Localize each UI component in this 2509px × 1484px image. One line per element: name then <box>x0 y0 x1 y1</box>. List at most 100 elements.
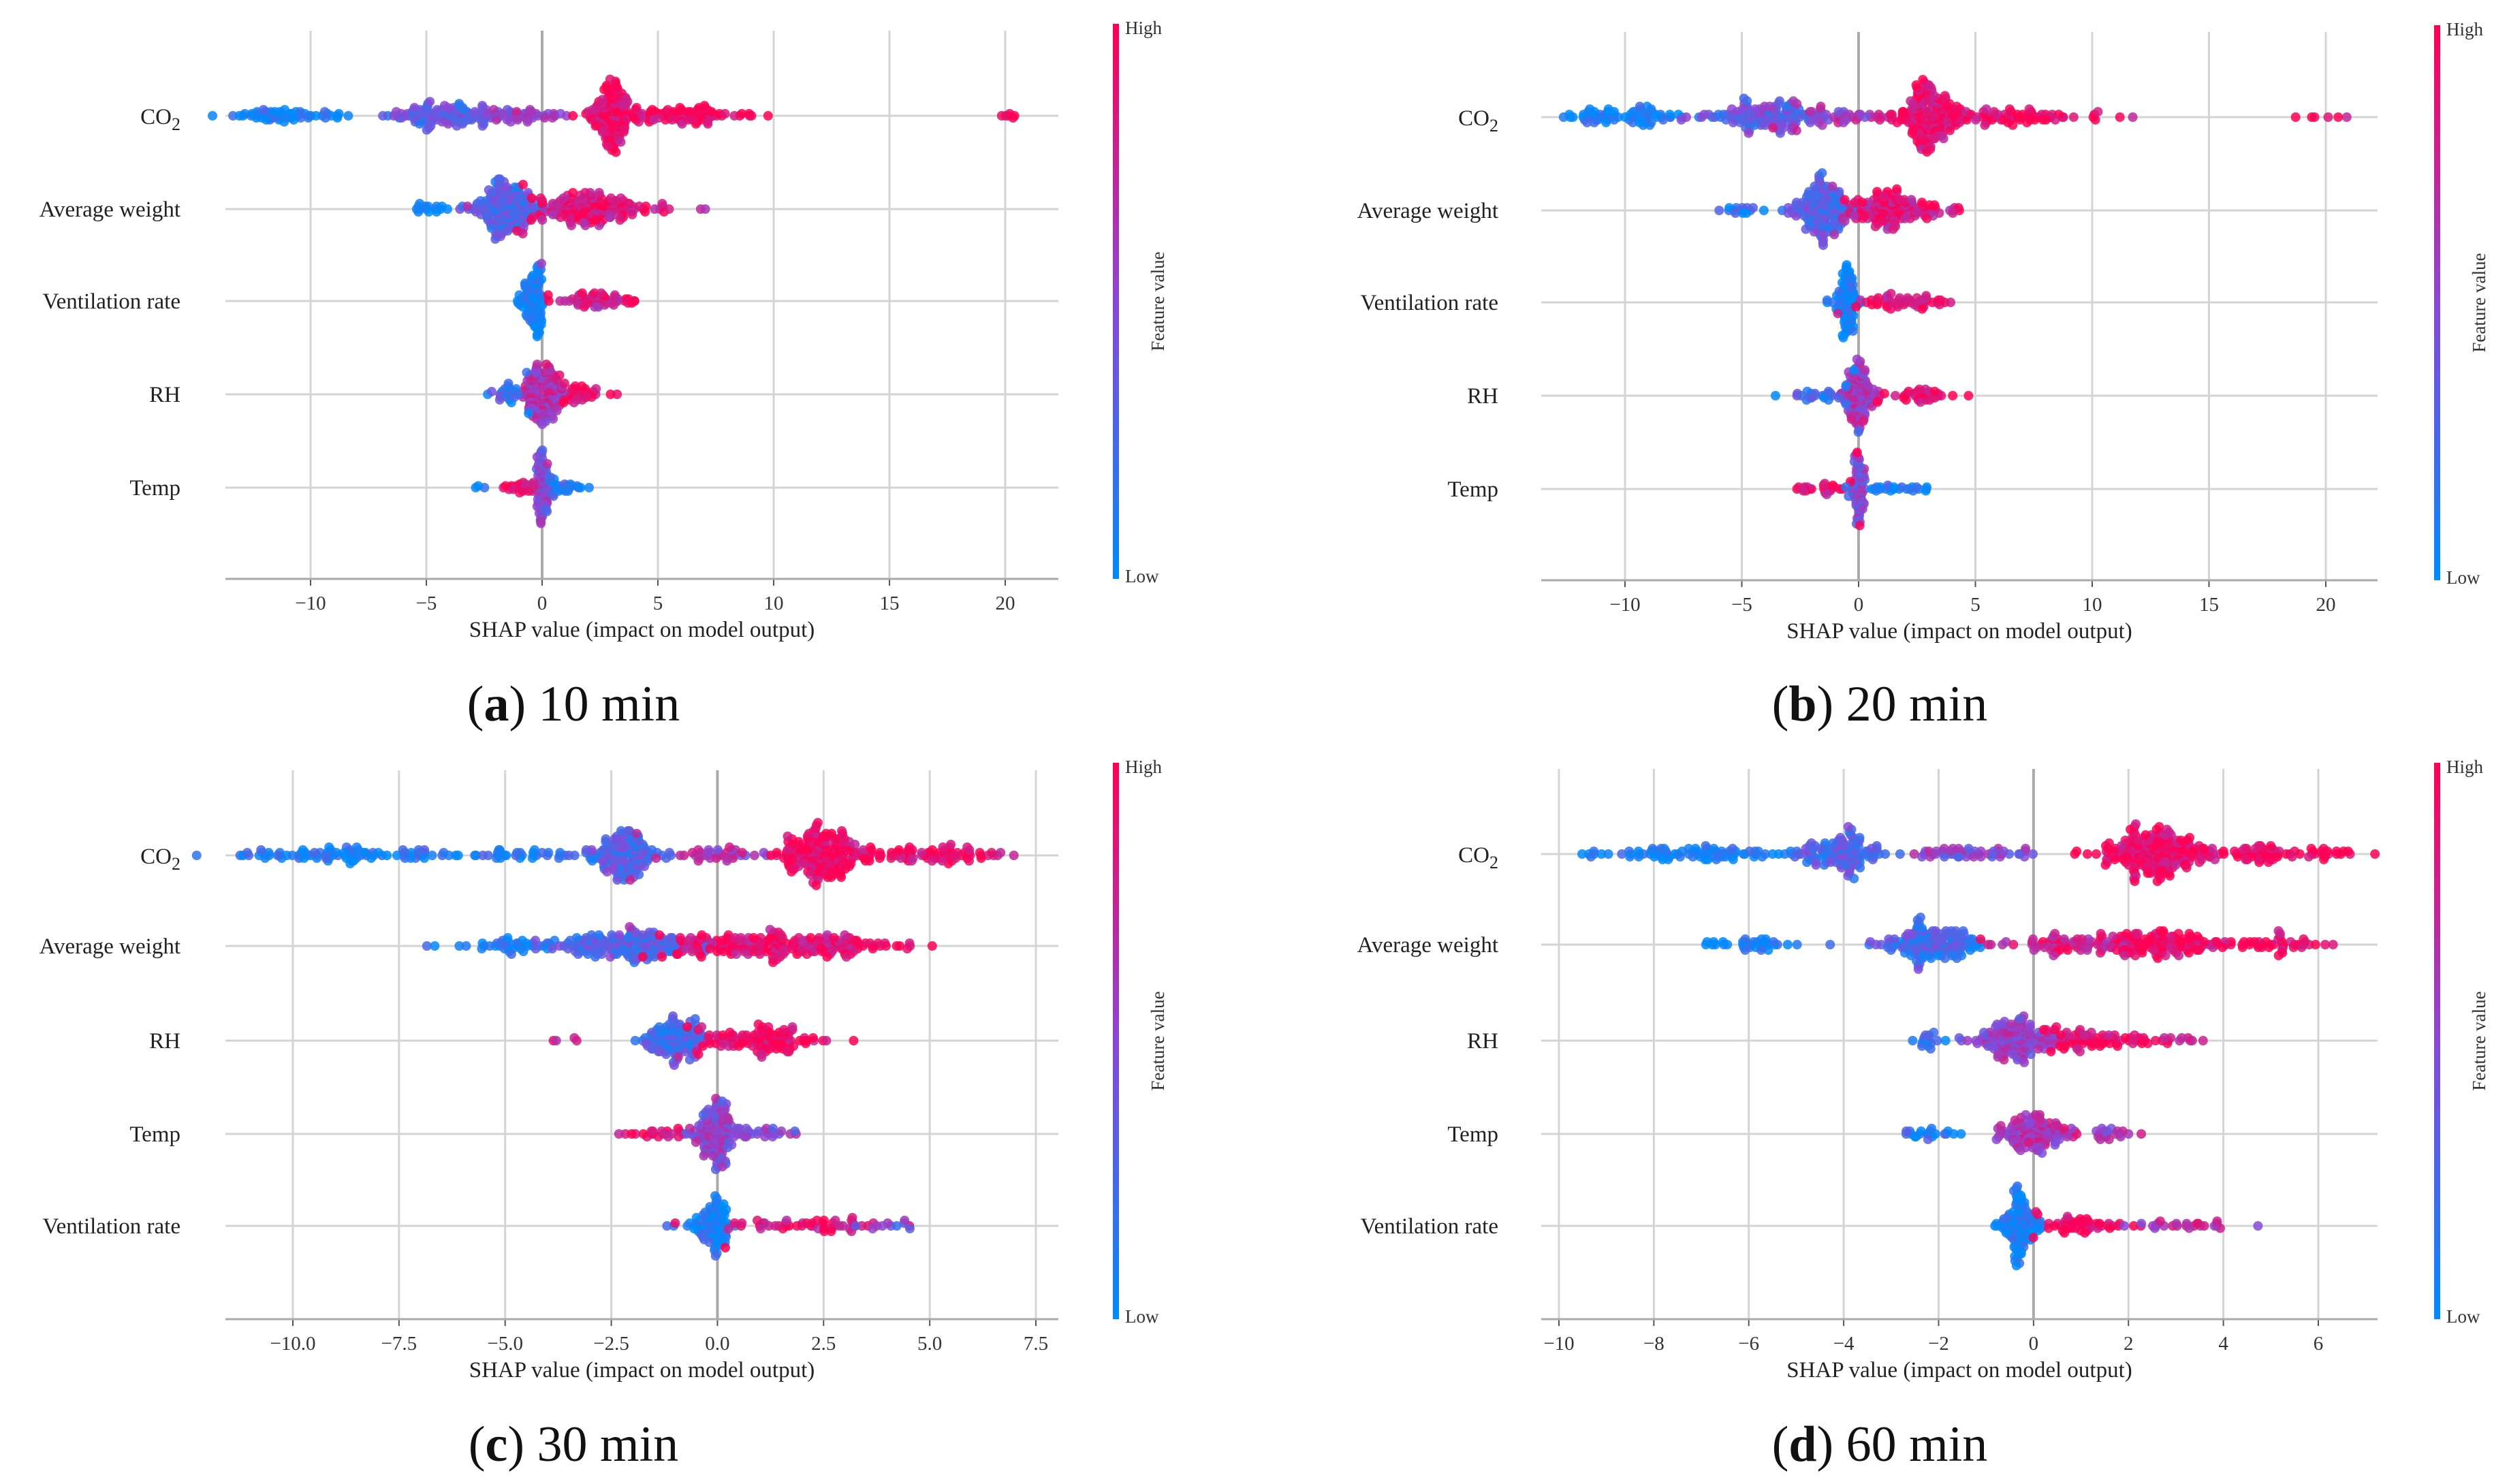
data-point <box>2299 934 2309 944</box>
data-point <box>1791 210 1801 221</box>
data-point <box>1849 874 1859 883</box>
data-point <box>2059 934 2069 944</box>
beeswarm-row <box>471 445 594 528</box>
data-point <box>805 870 815 879</box>
data-point <box>629 113 640 123</box>
data-point <box>486 387 496 396</box>
data-point <box>800 859 810 868</box>
data-point <box>494 395 505 405</box>
data-point <box>1980 120 1990 130</box>
data-point <box>584 483 594 492</box>
caption-letter: a <box>484 676 509 732</box>
caption-letter: b <box>1788 676 1816 732</box>
data-point <box>2050 929 2060 938</box>
data-point <box>563 486 573 496</box>
data-point <box>332 113 343 123</box>
data-point <box>710 1191 720 1201</box>
data-point <box>1965 945 1975 955</box>
data-point <box>1918 75 1928 84</box>
data-point <box>509 392 520 402</box>
data-point <box>1833 393 1844 403</box>
panel-caption: (c) 30 min <box>469 1417 678 1472</box>
data-point <box>720 109 730 119</box>
data-point <box>2322 847 2333 856</box>
data-point <box>1976 852 1986 862</box>
data-point <box>684 1055 695 1064</box>
data-point <box>501 481 511 491</box>
data-point <box>1853 427 1863 437</box>
data-point <box>1891 391 1900 400</box>
data-point <box>522 312 533 322</box>
data-point <box>891 1221 902 1231</box>
data-point <box>324 842 334 852</box>
data-point <box>1675 852 1685 862</box>
data-point <box>1906 951 1916 960</box>
data-point <box>503 379 514 388</box>
data-point <box>802 949 812 959</box>
data-point <box>1834 286 1844 296</box>
data-point <box>560 296 570 306</box>
feature-label: Average weight <box>1357 933 1498 958</box>
data-point <box>1585 852 1596 862</box>
data-point <box>1807 107 1817 117</box>
data-point <box>616 193 626 203</box>
panel-c: −10.0 −7.5 −5.0 −2.5 0.0 2.5 5.0 7.5CO2Average … <box>40 757 1168 1472</box>
data-point <box>1945 125 1955 136</box>
data-point <box>622 949 632 959</box>
data-point <box>1908 1036 1918 1045</box>
data-point <box>1603 104 1613 114</box>
data-point <box>800 842 810 852</box>
data-point <box>1731 208 1741 218</box>
data-point <box>2115 112 2125 122</box>
data-point <box>2304 852 2314 862</box>
feature-label-co2: CO2 <box>140 105 180 134</box>
caption-text: 20 min <box>1833 676 1987 732</box>
tick-label: 0 <box>1854 594 1864 616</box>
beeswarm-row <box>483 360 622 429</box>
data-point <box>191 851 202 860</box>
data-point <box>1929 200 1940 210</box>
data-point <box>1009 851 1019 860</box>
data-point <box>1901 395 1911 405</box>
data-point <box>518 180 528 189</box>
data-point <box>2194 945 2204 955</box>
data-point <box>717 1096 727 1106</box>
data-point <box>703 848 713 857</box>
data-point <box>657 952 667 962</box>
data-point <box>665 933 676 943</box>
data-point <box>811 881 821 890</box>
tick-label: −4 <box>1833 1333 1855 1355</box>
data-point <box>1968 934 1978 944</box>
data-point <box>669 1060 679 1070</box>
data-point <box>737 109 747 119</box>
data-point <box>602 867 612 877</box>
data-point <box>1805 117 1815 127</box>
data-point <box>627 1129 637 1139</box>
data-point <box>1857 198 1867 208</box>
data-point <box>543 290 553 300</box>
data-point <box>790 1126 800 1136</box>
tick-label: −5.0 <box>487 1333 523 1355</box>
data-point <box>664 204 674 214</box>
data-point <box>2254 841 2264 851</box>
data-point <box>687 848 697 857</box>
data-point <box>900 1216 910 1225</box>
data-point <box>536 518 546 528</box>
data-point <box>741 1124 751 1133</box>
beeswarm-row <box>614 1094 801 1174</box>
data-point <box>556 109 566 119</box>
data-point <box>2162 825 2172 834</box>
feature-label: Ventilation rate <box>42 1214 180 1239</box>
data-point <box>593 101 603 111</box>
data-point <box>650 204 660 214</box>
feature-label: RH <box>149 383 180 407</box>
data-point <box>568 111 578 121</box>
data-point <box>1981 104 1991 114</box>
data-point <box>753 1216 762 1225</box>
data-point <box>598 856 607 866</box>
tick-label: −6 <box>1738 1333 1759 1355</box>
data-point <box>522 116 533 127</box>
tick-label: −10 <box>295 593 326 614</box>
data-point <box>1940 1036 1951 1045</box>
data-point <box>1635 117 1645 127</box>
